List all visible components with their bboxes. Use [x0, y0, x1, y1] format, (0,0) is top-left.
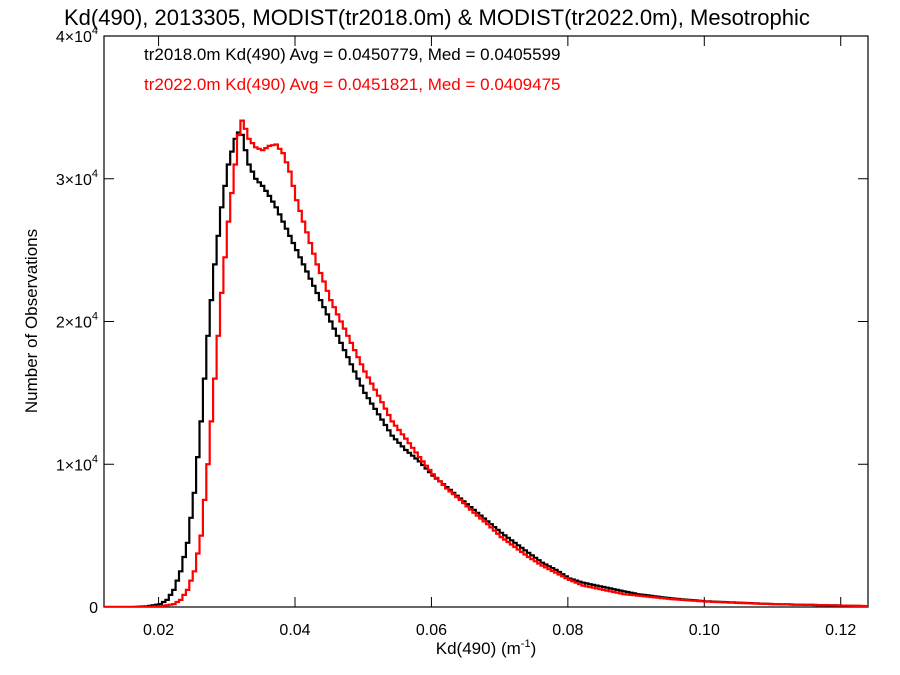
y-tick-label-exponent: 4	[92, 168, 98, 180]
legend: tr2018.0m Kd(490) Avg = 0.0450779, Med =…	[144, 45, 561, 94]
y-tick-label-exponent: 4	[92, 311, 98, 323]
x-tick-label: 0.04	[279, 622, 310, 639]
axes: 0.02 0.04 0.06 0.08 0.10 0.12 01×1042×1043×10…	[56, 25, 869, 639]
series-tr2022-line	[104, 119, 868, 607]
y-tick-label-base: 3×10	[56, 172, 92, 189]
x-axis-ticks: 0.02 0.04 0.06 0.08 0.10 0.12	[143, 36, 856, 639]
y-tick-label: 0	[89, 600, 98, 617]
series-tr2018-line	[104, 131, 868, 607]
x-axis-label-superscript: -1	[521, 638, 531, 650]
y-tick-label: 1×104	[56, 453, 98, 474]
legend-entry-tr2022: tr2022.0m Kd(490) Avg = 0.0451821, Med =…	[144, 75, 561, 94]
x-tick-label: 0.06	[416, 622, 447, 639]
x-tick-label: 0.08	[552, 622, 583, 639]
x-tick-label: 0.10	[689, 622, 720, 639]
legend-entry-tr2018: tr2018.0m Kd(490) Avg = 0.0450779, Med =…	[144, 45, 561, 64]
x-tick-label: 0.12	[825, 622, 856, 639]
x-axis-label: Kd(490) (m-1)	[436, 638, 536, 658]
y-tick-label-base: 1×10	[56, 457, 92, 474]
y-tick-label: 2×104	[56, 311, 98, 332]
y-tick-label-exponent: 4	[92, 453, 98, 465]
y-tick-label: 4×104	[56, 25, 98, 46]
y-tick-label-base: 2×10	[56, 315, 92, 332]
y-tick-label: 3×104	[56, 168, 98, 189]
y-tick-label-base: 0	[89, 600, 98, 617]
x-axis-label-main: Kd(490) (m	[436, 639, 521, 658]
y-tick-label-exponent: 4	[92, 25, 98, 37]
x-tick-label: 0.02	[143, 622, 174, 639]
series-layer	[104, 119, 868, 607]
y-tick-label-base: 4×10	[56, 29, 92, 46]
y-axis-label: Number of Observations	[22, 229, 41, 413]
chart-title: Kd(490), 2013305, MODIST(tr2018.0m) & MO…	[64, 5, 810, 30]
x-axis-label-tail: )	[531, 639, 537, 658]
